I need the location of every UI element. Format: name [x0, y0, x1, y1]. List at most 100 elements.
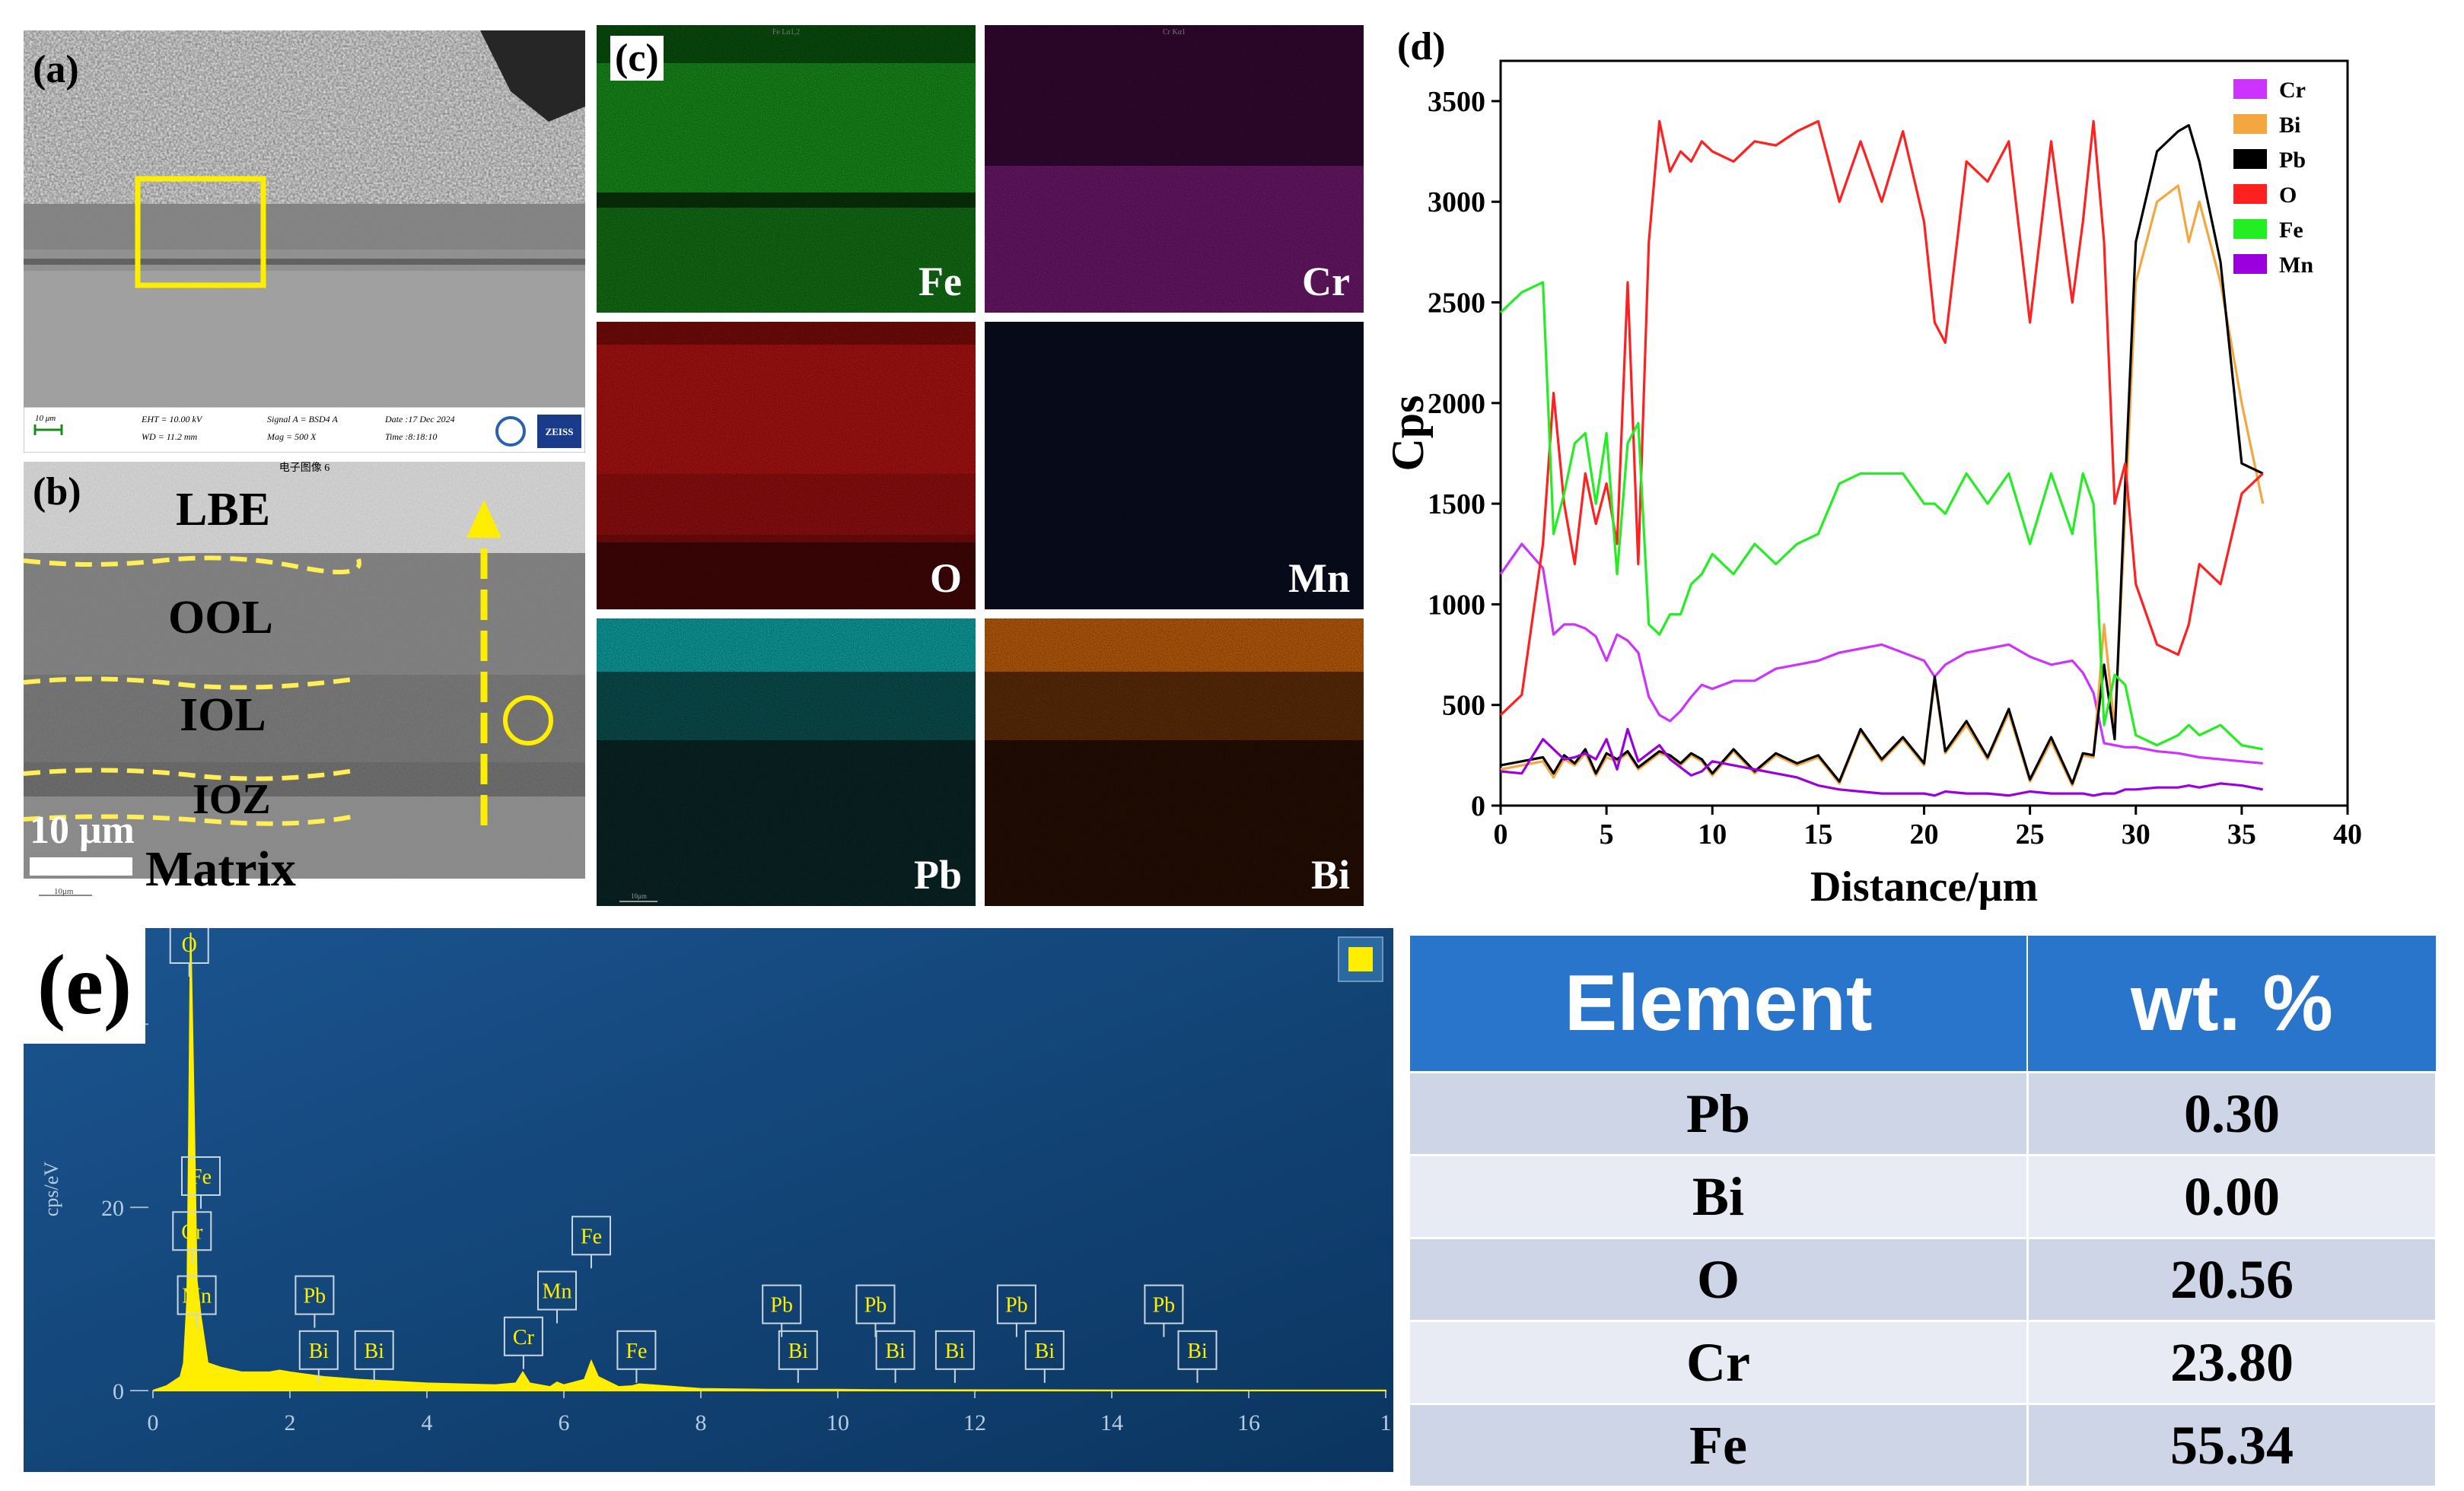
cell-element: Fe — [1410, 1403, 2029, 1486]
series-line-bi — [1500, 184, 2265, 787]
peak-label-box — [294, 1275, 335, 1315]
x-axis-label: Distance/μm — [1810, 863, 2038, 911]
info-wd: WD = 11.2 mm — [142, 431, 198, 442]
table-row: O 20.56 — [1410, 1237, 2438, 1321]
legend-label-bi: Bi — [2279, 113, 2300, 138]
x-tick-label: 12 — [963, 1410, 986, 1435]
cell-element: Pb — [1410, 1071, 2029, 1156]
peak-label-text: Bi — [885, 1340, 906, 1363]
logo-icon — [495, 416, 526, 447]
table-header-wt: wt. % — [2027, 936, 2437, 1073]
panel-label-e: (e) — [24, 928, 145, 1044]
panel-b-sem-zoom: 电子图像 6 10μm (b) LBE OOL IOL IOZ 10 μm Ma… — [24, 462, 585, 903]
y-tick-label: 1500 — [1428, 488, 1485, 520]
peak-label-text: Bi — [1035, 1340, 1055, 1363]
peak-label-pb: Pb — [294, 1275, 335, 1328]
peak-label-text: Cr — [181, 1220, 203, 1244]
legend-swatch-pb — [2233, 149, 2267, 169]
map-header-fe: Fe Lα1,2 — [772, 28, 800, 37]
y-tick-label: 0 — [113, 1379, 124, 1404]
x-tick-label: 10 — [1698, 819, 1727, 850]
peak-label-box — [778, 1330, 818, 1370]
peak-label-mn: Mn — [537, 1270, 577, 1324]
brand-text: ZEISS — [546, 426, 574, 437]
cell-value: 20.56 — [2027, 1237, 2438, 1321]
table-row: Pb 0.30 — [1410, 1071, 2438, 1156]
peak-label-pb: Pb — [762, 1284, 802, 1337]
layer-label-iol: IOL — [180, 689, 266, 741]
x-tick-label: 4 — [422, 1410, 433, 1435]
peak-label-box — [762, 1284, 802, 1324]
peak-label-text: Bi — [1187, 1340, 1208, 1363]
eds-map-fe: Fe Lα1,2 Fe — [597, 25, 976, 313]
sem-zoom-image: 电子图像 6 10μm — [24, 462, 585, 903]
layer-label-lbe: LBE — [176, 484, 271, 536]
eds-map-cr: Cr Kα1 Cr — [985, 25, 1364, 313]
peak-label-box — [934, 1330, 975, 1370]
composition-table: Element wt. % Pb 0.30 Bi 0.00 O 20.56 Cr… — [1410, 936, 2438, 1486]
peak-label-text: O — [182, 933, 197, 957]
peak-label-box — [503, 1316, 543, 1356]
info-date: Date :17 Dec 2024 — [384, 414, 455, 424]
peak-label-bi: Bi — [934, 1330, 975, 1383]
peak-label-box — [354, 1330, 394, 1370]
layer-label-ool: OOL — [168, 592, 273, 644]
peak-label-box — [571, 1216, 611, 1256]
map-label-pb: Pb — [913, 852, 962, 898]
arrow-head-icon — [466, 500, 501, 538]
series-line-fe — [1499, 281, 2263, 751]
peak-label-text: Cr — [513, 1326, 535, 1350]
info-eht: EHT = 10.00 kV — [141, 414, 203, 424]
peak-label-box — [616, 1330, 657, 1370]
panel-e-eds-spectrum: 0246810121416102040cps/eVOFeCrMnPbBiBiCr… — [24, 928, 1393, 1472]
x-tick-label: 30 — [2122, 819, 2150, 850]
boundary-iol-ioz — [24, 768, 359, 781]
peak-label-text: Fe — [626, 1340, 647, 1363]
x-tick-label: 0 — [148, 1410, 159, 1435]
spectrum-chart-svg: 0246810121416102040cps/eVOFeCrMnPbBiBiCr… — [24, 928, 1393, 1472]
x-tick-label: 15 — [1803, 819, 1832, 850]
peak-label-text: Bi — [945, 1340, 966, 1363]
x-tick-label: 0 — [1494, 819, 1508, 850]
x-tick-label: 14 — [1100, 1410, 1123, 1435]
eds-map-mn: Mn — [985, 322, 1364, 609]
small-scale-text-c: 10μm — [631, 892, 647, 900]
peak-label-text: Mn — [182, 1285, 212, 1308]
spectrum-trace — [152, 932, 1386, 1391]
peak-label-box — [177, 1275, 217, 1315]
x-tick-label: 40 — [2333, 819, 2362, 850]
layer-label-ioz: IOZ — [193, 776, 271, 823]
peak-label-text: Mn — [543, 1280, 572, 1304]
y-tick-label: 2000 — [1428, 388, 1485, 420]
peak-label-cr: Cr — [503, 1316, 543, 1369]
series-line-cr — [1499, 542, 2263, 765]
legend-label-pb: Pb — [2279, 148, 2306, 173]
series-line-pb — [1500, 124, 2264, 785]
peak-label-text: Bi — [309, 1340, 329, 1363]
peak-label-box — [181, 1156, 221, 1197]
y-tick-label: 1000 — [1428, 589, 1485, 621]
peak-label-box — [996, 1284, 1036, 1324]
cell-value: 0.30 — [2027, 1071, 2438, 1156]
y-tick-label: 20 — [101, 1196, 124, 1221]
legend-swatch-fe — [2233, 219, 2267, 239]
zeiss-logo — [537, 415, 581, 448]
peak-label-box — [1144, 1284, 1184, 1324]
peak-label-bi: Bi — [875, 1330, 915, 1383]
peak-label-fe: Fe — [181, 1156, 221, 1210]
map-label-o: O — [929, 555, 962, 601]
panel-c-eds-maps: Fe Lα1,2 Fe Cr Kα1 Cr O Mn — [597, 25, 1380, 906]
peak-label-box — [169, 928, 209, 964]
spot-marker — [503, 695, 553, 746]
peak-label-box — [855, 1284, 896, 1324]
y-tick-label: 3000 — [1428, 186, 1485, 218]
plot-frame — [1499, 59, 2349, 807]
peak-label-text: Bi — [364, 1340, 384, 1363]
table-row: Fe 55.34 — [1410, 1403, 2438, 1486]
peak-label-text: Fe — [581, 1225, 602, 1248]
x-tick-label: 25 — [2016, 819, 2045, 850]
peak-label-bi: Bi — [298, 1330, 339, 1383]
legend-label-fe: Fe — [2279, 218, 2303, 243]
peak-label-o: O — [169, 928, 209, 977]
selection-box — [135, 176, 266, 288]
